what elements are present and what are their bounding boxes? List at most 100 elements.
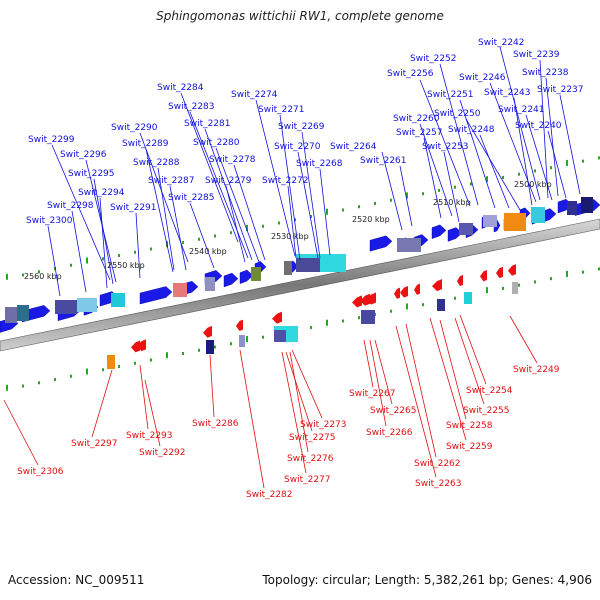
gene-label[interactable]: Swit_2242 [478, 38, 525, 48]
gene-label[interactable]: Swit_2262 [414, 459, 461, 469]
gene-label[interactable]: Swit_2246 [459, 73, 506, 83]
gene-label[interactable]: Swit_2263 [415, 479, 462, 489]
gene-label[interactable]: Swit_2265 [370, 406, 417, 416]
gene-label[interactable]: Swit_2292 [139, 448, 186, 458]
gene-label[interactable]: Swit_2253 [422, 142, 469, 152]
gene-label[interactable]: Swit_2285 [168, 193, 215, 203]
gene-label[interactable]: Swit_2274 [231, 90, 278, 100]
forward-gene-arrow [431, 224, 447, 239]
gene-label[interactable]: Swit_2248 [448, 125, 495, 135]
gene-label[interactable]: Swit_2273 [300, 420, 347, 430]
label-connector [291, 349, 323, 419]
forward-gene-labels: Swit_2242 Swit_2239 Swit_2252 Swit_2238 … [26, 38, 584, 226]
scale-tick [38, 270, 40, 274]
gene-label[interactable]: Swit_2279 [205, 176, 252, 186]
gene-label[interactable]: Swit_2257 [396, 128, 443, 138]
label-connector [239, 349, 265, 489]
gene-label[interactable]: Swit_2261 [360, 156, 407, 166]
gene-label[interactable]: Swit_2298 [47, 201, 94, 211]
label-connector [135, 212, 141, 279]
gene-label[interactable]: Swit_2287 [148, 176, 195, 186]
label-connector [189, 202, 215, 269]
gene-label[interactable]: Swit_2286 [192, 419, 239, 429]
accession-text: Accession: NC_009511 [8, 573, 145, 587]
gene-label[interactable]: Swit_2251 [427, 90, 474, 100]
gene-label[interactable]: Swit_2237 [537, 85, 584, 95]
gene-label[interactable]: Swit_2288 [133, 158, 180, 168]
label-connector [287, 185, 297, 259]
gene-label[interactable]: Swit_2266 [366, 428, 413, 438]
reverse-gene-labels: Swit_2249 Swit_2267 Swit_2254 Swit_2265 … [17, 365, 560, 500]
scale-tick [518, 283, 520, 287]
gene-label[interactable]: Swit_2293 [126, 431, 173, 441]
scale-tick [246, 335, 248, 342]
label-connector [419, 79, 471, 207]
gene-label[interactable]: Swit_2289 [122, 139, 169, 149]
gene-label[interactable]: Swit_2294 [78, 188, 125, 198]
label-connector [547, 130, 567, 199]
gene-label[interactable]: Swit_2295 [68, 169, 115, 179]
gene-label[interactable]: Swit_2256 [387, 69, 434, 79]
gene-label[interactable]: Swit_2238 [522, 68, 569, 78]
gene-label[interactable]: Swit_2240 [515, 121, 562, 131]
gene-label[interactable]: Swit_2296 [60, 150, 107, 160]
gene-label[interactable]: Swit_2267 [349, 389, 396, 399]
reverse-strand-genes [131, 264, 516, 353]
gene-label[interactable]: Swit_2270 [274, 142, 321, 152]
label-connector [93, 178, 114, 285]
gene-label[interactable]: Swit_2241 [498, 105, 545, 115]
gene-label[interactable]: Swit_2255 [463, 406, 510, 416]
gene-label[interactable]: Swit_2276 [287, 454, 334, 464]
scale-tick [326, 319, 328, 326]
gene-label[interactable]: Swit_2284 [157, 83, 204, 93]
gene-label[interactable]: Swit_2252 [410, 54, 457, 64]
gene-label[interactable]: Swit_2277 [284, 475, 331, 485]
label-connector [215, 147, 260, 263]
gene-label[interactable]: Swit_2254 [466, 386, 513, 396]
gene-label[interactable]: Swit_2281 [184, 119, 231, 129]
gene-label[interactable]: Swit_2280 [193, 138, 240, 148]
forward-gene-arrow [447, 227, 463, 242]
gene-label[interactable]: Swit_2249 [513, 365, 560, 375]
gene-label[interactable]: Swit_2290 [111, 123, 158, 133]
scale-tick [550, 166, 552, 170]
gene-label[interactable]: Swit_2282 [246, 490, 293, 500]
scale-tick [118, 254, 120, 258]
gene-label[interactable]: Swit_2239 [513, 50, 560, 60]
gene-label[interactable]: Swit_2306 [17, 467, 64, 477]
gene-label[interactable]: Swit_2283 [168, 102, 215, 112]
gene-label[interactable]: Swit_2259 [446, 442, 493, 452]
scale-tick [390, 198, 392, 202]
scale-label-2520: 2520 kbp [352, 215, 390, 224]
heat-box [459, 223, 473, 235]
scale-tick [518, 172, 520, 176]
scale-tick [70, 374, 72, 378]
gene-label[interactable]: Swit_2260 [393, 114, 440, 124]
scale-tick [550, 277, 552, 281]
label-connector [319, 168, 331, 256]
scale-tick [150, 358, 152, 362]
label-connector [225, 185, 246, 263]
reverse-gene-arrow [236, 319, 243, 332]
gene-label[interactable]: Swit_2258 [446, 421, 493, 431]
label-connector [189, 111, 249, 259]
label-connector [301, 131, 321, 259]
gene-label[interactable]: Swit_2269 [278, 122, 325, 132]
gene-label[interactable]: Swit_2300 [26, 216, 73, 226]
gene-label[interactable]: Swit_2291 [110, 203, 157, 213]
reverse-gene-arrow [432, 279, 442, 292]
gene-label[interactable]: Swit_2299 [28, 135, 75, 145]
reverse-gene-arrow [352, 295, 362, 308]
gene-label[interactable]: Swit_2243 [484, 88, 531, 98]
gene-label[interactable]: Swit_2268 [296, 159, 343, 169]
gene-label[interactable]: Swit_2250 [434, 109, 481, 119]
gene-label[interactable]: Swit_2264 [330, 142, 377, 152]
gene-label[interactable]: Swit_2278 [209, 155, 256, 165]
gene-label[interactable]: Swit_2272 [262, 176, 309, 186]
scale-tick [70, 263, 72, 267]
gene-label[interactable]: Swit_2297 [71, 439, 118, 449]
gene-label[interactable]: Swit_2275 [289, 433, 336, 443]
gene-label[interactable]: Swit_2271 [258, 105, 305, 115]
scale-label-2560: 2560 kbp [24, 272, 62, 281]
